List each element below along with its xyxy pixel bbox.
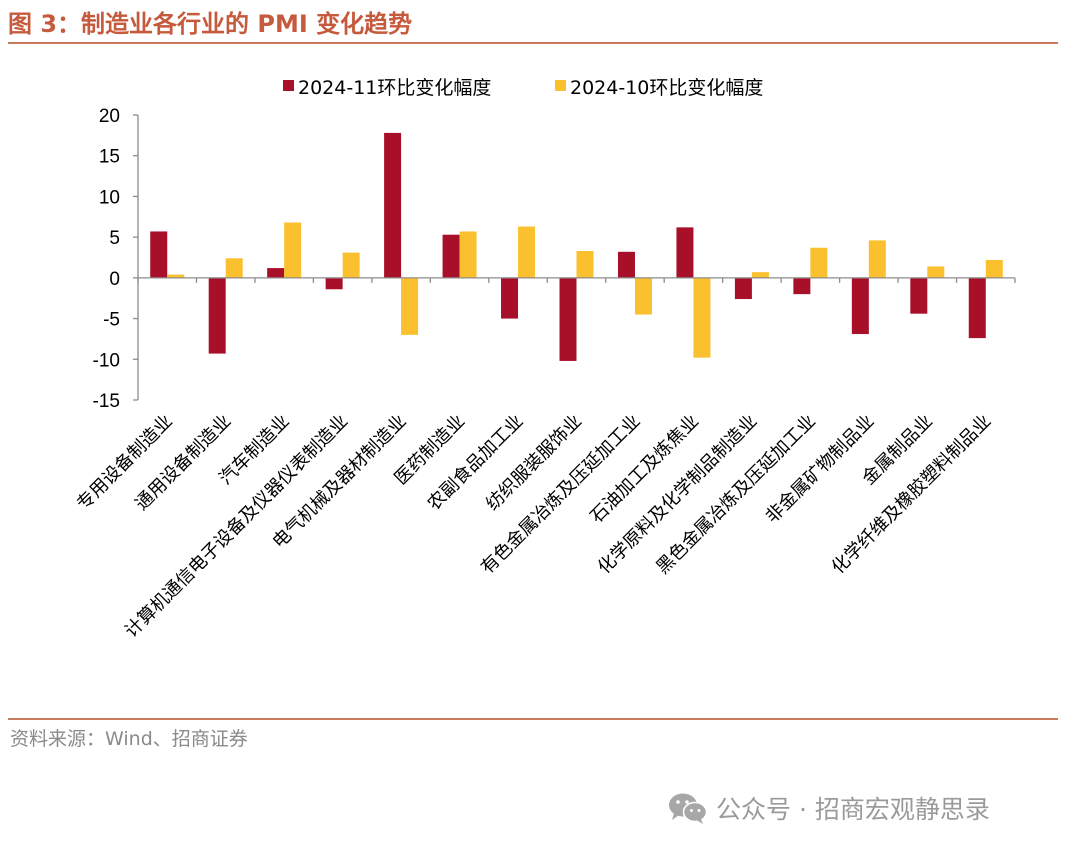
bar-2024-10 <box>401 277 419 335</box>
watermark: 公众号 · 招商宏观静思录 <box>668 790 990 826</box>
bar-2024-11 <box>793 277 811 295</box>
bar-2024-10 <box>225 258 243 278</box>
bar-2024-11 <box>968 277 986 339</box>
bar-2024-10 <box>751 272 769 278</box>
bar-2024-11 <box>442 234 460 278</box>
bar-2024-11 <box>676 227 694 278</box>
figure-title: 图 3：制造业各行业的 PMI 变化趋势 <box>8 10 413 38</box>
bar-2024-10 <box>927 266 945 278</box>
y-tick-label: -15 <box>93 391 120 412</box>
legend-label: 2024-11环比变化幅度 <box>298 77 491 99</box>
bar-2024-11 <box>384 132 402 278</box>
legend-swatch <box>555 80 566 91</box>
bar-2024-11 <box>150 231 168 278</box>
y-tick-label: 20 <box>99 106 120 127</box>
bar-series <box>150 132 1003 361</box>
source-note: 资料来源：Wind、招商证券 <box>10 728 248 750</box>
bar-2024-11 <box>559 277 577 361</box>
bar-2024-11 <box>617 251 635 278</box>
bar-2024-10 <box>459 231 477 278</box>
legend-label: 2024-10环比变化幅度 <box>570 77 763 99</box>
y-axis: 20 15 10 5 0 -5 -10 -15 <box>93 106 139 412</box>
bar-2024-10 <box>518 226 536 278</box>
y-tick-label: 0 <box>109 269 120 290</box>
x-category-label: 石油加工及炼焦业 <box>586 411 703 528</box>
bar-2024-10 <box>284 222 302 278</box>
bar-2024-10 <box>167 274 185 278</box>
bar-2024-10 <box>693 277 711 358</box>
bar-2024-11 <box>267 268 285 278</box>
bar-2024-11 <box>910 277 928 314</box>
wechat-icon <box>669 793 708 824</box>
source-divider <box>8 718 1058 720</box>
bar-2024-11 <box>734 277 752 300</box>
y-tick-label: -10 <box>93 350 120 371</box>
title-divider <box>8 42 1058 44</box>
bar-2024-11 <box>325 277 343 290</box>
x-category-label: 非金属矿物制品业 <box>762 411 879 528</box>
bar-2024-10 <box>634 277 652 315</box>
bar-2024-11 <box>851 277 869 335</box>
bar-2024-11 <box>208 277 226 354</box>
watermark-text: 公众号 · 招商宏观静思录 <box>716 795 990 824</box>
y-tick-label: 15 <box>99 147 120 168</box>
legend: 2024-11环比变化幅度 2024-10环比变化幅度 <box>283 77 763 99</box>
bar-2024-10 <box>576 250 594 278</box>
bar-2024-10 <box>810 247 828 278</box>
bar-2024-10 <box>985 259 1003 278</box>
chart-area: 2024-11环比变化幅度 2024-10环比变化幅度 20 15 10 5 0 -5 -10… <box>73 77 1016 642</box>
y-tick-label: 5 <box>109 228 120 249</box>
bar-2024-10 <box>868 240 886 278</box>
bar-2024-10 <box>342 252 360 278</box>
y-tick-label: 10 <box>99 187 120 208</box>
bar-2024-11 <box>501 277 519 319</box>
y-tick-label: -5 <box>103 310 120 331</box>
legend-swatch <box>283 80 294 91</box>
